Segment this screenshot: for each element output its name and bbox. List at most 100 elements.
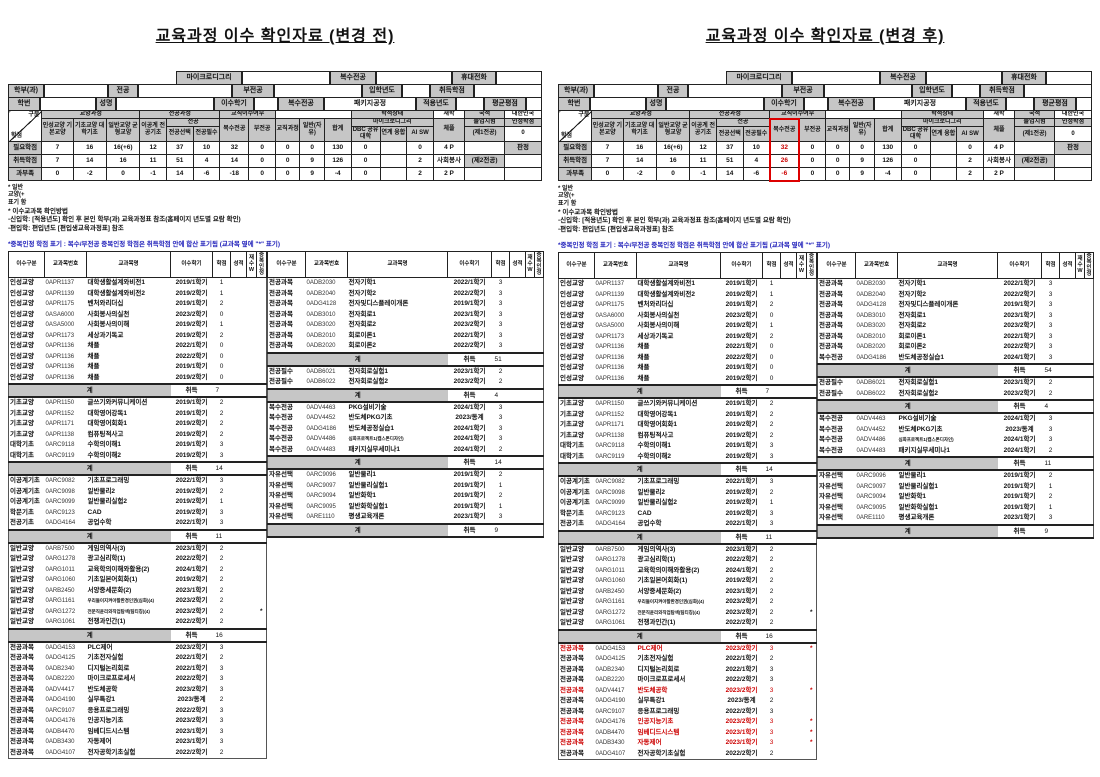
- cell-type: 전공과목: [8, 726, 45, 738]
- course-row: 전공과목 0ARC9107 응용프로그래밍 2022/2학기 3: [558, 706, 817, 718]
- cell-type: 일반교양: [8, 596, 45, 607]
- cell-dup: [534, 365, 544, 378]
- cell-grade: [780, 321, 797, 332]
- cell-retake: [1075, 445, 1085, 458]
- cell-dup: *: [806, 738, 817, 749]
- cell-credit: 2: [1041, 445, 1060, 458]
- cell-retake: [525, 413, 535, 424]
- col-2: 일반교양 균형교양: [105, 117, 141, 142]
- cell-code: 0ARG1278: [594, 555, 637, 566]
- subtotal-spacer: [509, 351, 544, 367]
- cell-retake: [796, 476, 807, 488]
- cell-type: 대학기초: [558, 451, 595, 464]
- cell-type: 복수전공: [817, 424, 856, 436]
- cell-grade: [780, 675, 797, 686]
- cell-grade: [1059, 492, 1076, 503]
- cell-credit: 2: [762, 409, 781, 421]
- cell-credit: 2: [212, 585, 231, 597]
- cell-name: 자동제어: [636, 738, 721, 749]
- cell-term: 2019/2학기: [720, 498, 763, 509]
- course-row: 인성교양 0APR1136 채플 2022/2학기 0: [558, 352, 817, 364]
- cell-code: 0APR1137: [44, 277, 87, 289]
- course-header-6: 재수 W: [1075, 252, 1085, 280]
- cell-grade: [780, 565, 797, 577]
- cell-credit: 3: [491, 512, 510, 524]
- cell-credit: 2: [762, 748, 781, 760]
- cell-type: 인성교양: [558, 321, 595, 332]
- cell-grade: [1059, 278, 1076, 290]
- info-value-blank: [952, 84, 980, 98]
- cell-code: 0ARC9095: [855, 502, 898, 514]
- cell-code: 0ADB3020: [855, 321, 898, 332]
- cell-term: 2023/2학기: [720, 310, 763, 322]
- cell-term: 2023/2학기: [170, 684, 213, 696]
- subtotal-spacer: [230, 461, 267, 477]
- info-value-package: 패키지공정: [874, 97, 966, 111]
- course-row: 복수전공 0ADG4186 반도체공정실습1 2024/1학기 3: [267, 423, 544, 435]
- cell-code: 0ARC9097: [305, 480, 348, 492]
- cell-retake: [796, 398, 807, 410]
- cell-type: 복수전공: [817, 352, 856, 365]
- course-row: 자유선택 0ARC9095 일반화학실험1 2019/1학기 1: [267, 501, 544, 513]
- cell-name: 디지털논리회로: [86, 663, 171, 675]
- page-after: 교육과정 이수 확인자료 (변경 후) 마이크로디그리 복수전공 휴대전화 학부(과)…: [550, 0, 1100, 777]
- subtotal-row: 계 취득 7: [558, 384, 817, 400]
- cell-dup: [256, 408, 267, 420]
- cell-code: 0ARC9096: [305, 469, 348, 481]
- cell-name: 대학영어강독1: [86, 408, 171, 420]
- cell-grade: [230, 518, 247, 530]
- summary-cell: -1: [689, 167, 717, 182]
- cell-name: 평생교육개론: [347, 512, 448, 524]
- cell-term: 2019/2학기: [170, 429, 213, 441]
- subtotal-earned-label: 취득: [170, 627, 213, 643]
- cell-term: 2019/2학기: [170, 372, 213, 385]
- cell-code: 0ARB7500: [44, 542, 87, 555]
- cell-dup: [806, 696, 817, 707]
- status-value-enrolled: 재학: [982, 109, 1016, 120]
- cell-retake: [796, 586, 807, 598]
- cell-grade: [780, 398, 797, 410]
- course-header-6: 재수 W: [525, 251, 535, 279]
- cell-code: 0ADB6021: [855, 377, 898, 389]
- cell-term: 2019/1학기: [170, 277, 213, 289]
- col-multi-major: 복수전공: [219, 117, 250, 142]
- cell-term: 2022/1학기: [170, 518, 213, 530]
- course-row: 자유선택 0ARC9097 일반물리실험1 2019/1학기 1: [267, 480, 544, 492]
- cell-name: PKG설비기술: [897, 413, 998, 425]
- summary-data-row-diff: 과부족 0 -2 0 -1 14 -6 -6 0 0 9 -4 0 2 2 P: [557, 167, 1092, 182]
- course-row: 인성교양 0APR1136 채플 2019/1학기 0: [8, 362, 267, 373]
- course-header-3: 이수학기: [997, 252, 1042, 280]
- cell-dup: [256, 653, 267, 664]
- cell-credit: 3: [762, 664, 781, 676]
- cell-type: 인성교양: [558, 300, 595, 311]
- summary-cell: 37: [165, 140, 194, 155]
- cell-code: 0ADB2010: [855, 331, 898, 343]
- cell-credit: 3: [1041, 278, 1060, 290]
- cell-grade: [230, 684, 247, 696]
- cell-type: 기초교양: [558, 430, 595, 442]
- row-label-diff: 과부족: [557, 167, 593, 182]
- cell-type: 전공과목: [558, 738, 595, 749]
- cell-name: 반도체PKG기초: [347, 413, 448, 424]
- cell-grade: [780, 300, 797, 311]
- col-chapel: 체플: [432, 117, 466, 142]
- cell-term: 2023/1학기: [997, 377, 1042, 389]
- cell-credit: 3: [491, 423, 510, 435]
- cell-name: 기초프로그래밍: [636, 476, 721, 488]
- course-header-2: 교과목명: [347, 251, 448, 279]
- cell-code: 0ARC9094: [855, 492, 898, 503]
- cell-term: 2019/1학기: [447, 480, 492, 492]
- cell-name: 대학영어강독1: [636, 409, 721, 421]
- summary-cell: 0: [248, 140, 276, 155]
- note-method-line-1: -편입학: 편입년도 [편입생교육과정표] 참조: [8, 224, 124, 232]
- cell-retake: [246, 585, 257, 597]
- subtotal-earned-label: 취득: [997, 363, 1042, 379]
- cell-credit: 1: [762, 289, 781, 301]
- cell-code: 0ADB2020: [305, 341, 348, 353]
- cell-name: 임베디드시스템: [636, 727, 721, 739]
- course-row: 전공과목 0ADB2040 전자기학2 2022/2학기 3: [267, 288, 544, 300]
- cell-credit: 2: [212, 299, 231, 310]
- course-header-2: 교과목명: [86, 251, 171, 279]
- cell-name: 반도체공정실습1: [347, 423, 448, 435]
- cell-code: 0ADB2220: [594, 675, 637, 686]
